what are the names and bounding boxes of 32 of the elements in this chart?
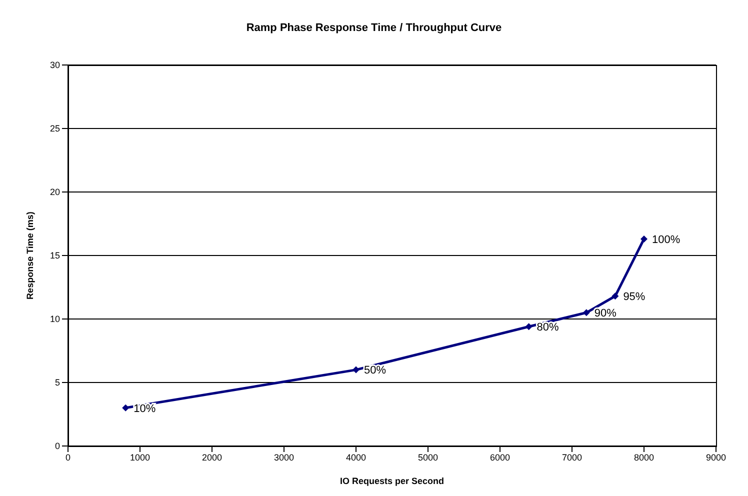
annotation: 90%: [594, 308, 617, 320]
y-tick-label: 25: [50, 124, 60, 134]
y-tick-label: 5: [54, 378, 60, 388]
annotation: 50%: [364, 364, 386, 377]
x-tick-label: 3000: [274, 452, 294, 462]
annotation: 80%: [536, 322, 560, 334]
x-axis-title: IO Requests per Second: [340, 476, 444, 486]
chart-title: Ramp Phase Response Time / Throughput Curve: [245, 22, 503, 34]
annotation: 100%: [652, 234, 680, 246]
point: [122, 404, 130, 412]
point: [352, 366, 360, 374]
annotation: 10%: [134, 402, 156, 415]
x-tick-label: 8000: [634, 452, 654, 462]
y-tick-label: 30: [50, 60, 60, 70]
y-tick-label: 15: [50, 250, 60, 261]
y-tick-label: 0: [54, 441, 60, 452]
x-tick-label: 2000: [202, 452, 222, 462]
y-axis-title: Response Time (ms): [25, 212, 36, 300]
x-tick-label: 7000: [562, 452, 582, 462]
x-tick-label: 0: [65, 452, 71, 462]
point: [640, 235, 648, 242]
y-tick-label: 20: [50, 187, 60, 198]
x-tick-label: 6000: [490, 452, 510, 462]
y-tick-label: 10: [50, 314, 60, 324]
point: [525, 323, 532, 330]
point: [612, 292, 619, 300]
x-tick-label: 4000: [346, 452, 366, 462]
annotation: 95%: [623, 291, 646, 304]
x-tick-label: 9000: [706, 452, 726, 462]
x-tick-label: 5000: [418, 452, 438, 462]
point: [582, 309, 590, 316]
x-tick-label: 1000: [130, 452, 150, 462]
